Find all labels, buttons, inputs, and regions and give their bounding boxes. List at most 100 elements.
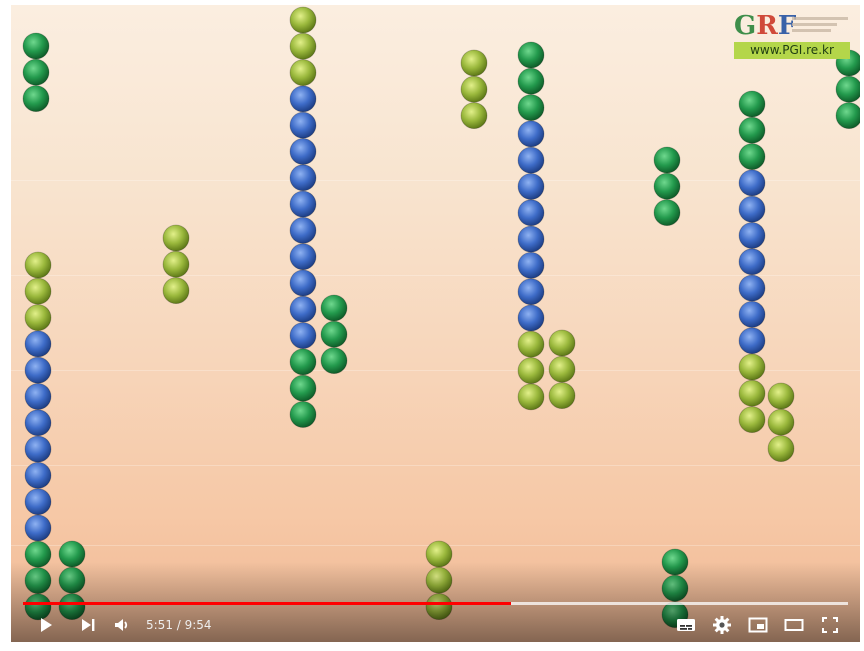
bead [289, 59, 317, 86]
bead [738, 274, 766, 302]
bead [425, 593, 453, 620]
bead [289, 295, 317, 323]
time-display: 5:51 / 9:54 [146, 618, 212, 632]
bead [289, 374, 317, 402]
bead [24, 383, 52, 410]
bead [835, 102, 860, 129]
miniplayer-icon [748, 617, 768, 633]
bead [320, 320, 348, 348]
bead [289, 32, 317, 60]
bead [738, 248, 766, 276]
bead [738, 353, 766, 381]
bead [653, 199, 681, 227]
progress-bar[interactable] [23, 602, 848, 605]
theater-icon [784, 619, 804, 631]
bead [653, 146, 681, 174]
mute-button[interactable] [109, 608, 135, 642]
bead [517, 67, 545, 95]
bead [24, 304, 52, 332]
bead [24, 540, 52, 568]
bead [24, 461, 52, 489]
bead [517, 41, 545, 69]
grf-logo: GRF www.PGI.re.kr [734, 11, 850, 59]
bead [162, 224, 190, 252]
bead [738, 406, 766, 434]
next-icon [82, 619, 95, 631]
bead [517, 146, 545, 174]
bead [548, 382, 576, 410]
bead [289, 164, 317, 192]
volume-icon [115, 619, 128, 631]
play-button[interactable] [33, 608, 59, 642]
bead [289, 401, 317, 428]
bead [24, 277, 52, 305]
bead [738, 195, 766, 223]
bead [162, 277, 190, 305]
bead [661, 574, 689, 602]
bead [289, 243, 317, 271]
bead [162, 250, 190, 278]
fullscreen-button[interactable] [817, 608, 843, 642]
bead-animation [22, 6, 860, 628]
bead [289, 190, 317, 218]
bead [24, 567, 52, 594]
bead [460, 49, 488, 77]
play-icon [41, 618, 52, 632]
bead [517, 357, 545, 385]
bead [24, 593, 52, 621]
bead [22, 32, 50, 60]
logo-mark: GRF [734, 11, 797, 41]
bead [738, 143, 766, 171]
player-controls: 5:51 / 9:54 [11, 608, 860, 642]
video-player[interactable]: GRF www.PGI.re.kr 5:51 / 9:54 [11, 5, 860, 642]
bead [460, 75, 488, 103]
progress-played [23, 602, 512, 605]
miniplayer-button[interactable] [745, 608, 771, 642]
bead [517, 304, 545, 332]
bead [517, 173, 545, 200]
bead [289, 6, 317, 34]
next-button[interactable] [75, 608, 101, 642]
bead [289, 322, 317, 350]
bead [767, 382, 795, 410]
settings-icon [713, 616, 731, 634]
bead [24, 488, 52, 516]
bead [738, 90, 766, 118]
bead [548, 329, 576, 357]
bead [517, 120, 545, 148]
bead [517, 225, 545, 253]
bead [835, 75, 860, 103]
bead [289, 138, 317, 165]
bead [738, 327, 766, 355]
theater-button[interactable] [781, 608, 807, 642]
bead [425, 540, 453, 568]
bead [289, 348, 317, 376]
bead [24, 251, 52, 279]
bead [548, 355, 576, 383]
bead [661, 548, 689, 576]
bead [738, 300, 766, 328]
logo-url: www.PGI.re.kr [734, 42, 850, 59]
bead [517, 278, 545, 306]
bead [58, 593, 86, 620]
subtitles-button[interactable] [673, 608, 699, 642]
bead [517, 199, 545, 227]
bead [738, 116, 766, 144]
bead [517, 94, 545, 121]
bead [24, 435, 52, 463]
bead [289, 269, 317, 297]
bead [425, 566, 453, 594]
bead [58, 540, 86, 568]
bead [653, 172, 681, 200]
bead [289, 85, 317, 113]
bead [24, 409, 52, 437]
bead [24, 356, 52, 384]
bead [289, 111, 317, 139]
bead [24, 330, 52, 358]
settings-button[interactable] [709, 608, 735, 642]
bead [517, 251, 545, 279]
bead [320, 347, 348, 375]
fullscreen-icon [822, 617, 838, 633]
logo-subtext [792, 17, 848, 35]
bead [24, 514, 52, 542]
